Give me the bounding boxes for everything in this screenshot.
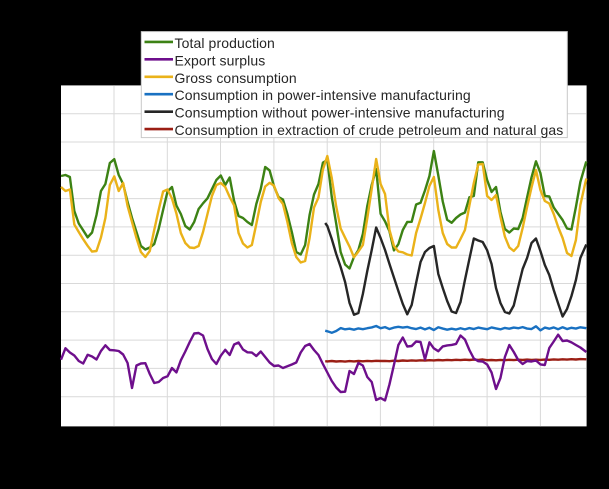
svg-text:Consumption in extraction of c: Consumption in extraction of crude petro… bbox=[175, 122, 564, 138]
svg-text:Consumption without power-inte: Consumption without power-intensive manu… bbox=[175, 105, 505, 121]
svg-text:Gross consumption: Gross consumption bbox=[175, 70, 297, 86]
svg-text:Export surplus: Export surplus bbox=[175, 52, 266, 68]
svg-text:Total production: Total production bbox=[175, 35, 275, 51]
svg-text:Consumption in power-intensive: Consumption in power-intensive manufactu… bbox=[175, 87, 471, 103]
